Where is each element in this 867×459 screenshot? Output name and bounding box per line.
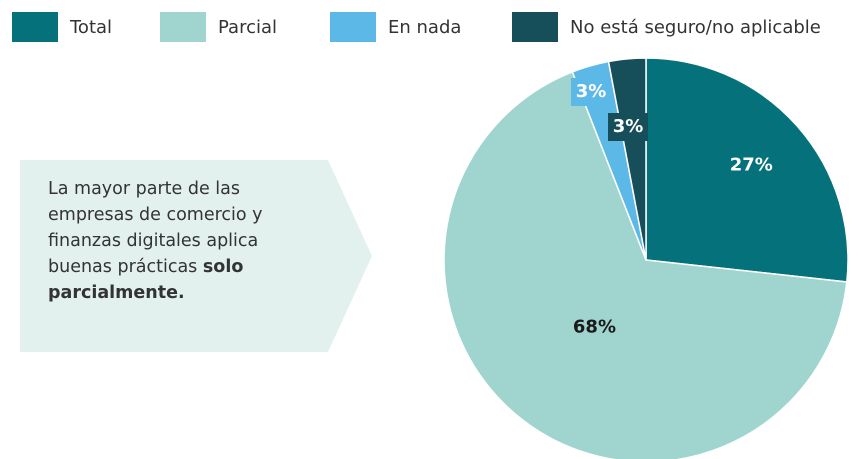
legend-label: En nada — [388, 17, 461, 38]
legend-label: No está seguro/no aplicable — [570, 17, 821, 38]
data-label: 27% — [730, 155, 773, 176]
callout-body: La mayor parte de las empresas de comerc… — [48, 179, 263, 277]
legend-label: Parcial — [218, 17, 277, 38]
pie-slice — [607, 57, 647, 261]
callout-box — [20, 160, 372, 352]
legend-swatch — [12, 12, 58, 42]
legend-swatch — [160, 12, 206, 42]
legend-label: Total — [69, 17, 112, 38]
legend-swatch — [330, 12, 376, 42]
pie-slice — [645, 57, 849, 283]
callout-emphasis: solo parcialmente. — [48, 257, 244, 303]
pie-slice — [443, 70, 848, 459]
label-box — [608, 113, 648, 141]
data-label: 3% — [576, 81, 607, 102]
data-label: 68% — [573, 316, 616, 337]
callout-text: La mayor parte de las empresas de comerc… — [48, 176, 310, 306]
data-label: 3% — [613, 116, 644, 137]
legend-swatch — [512, 12, 558, 42]
label-box — [571, 78, 611, 106]
